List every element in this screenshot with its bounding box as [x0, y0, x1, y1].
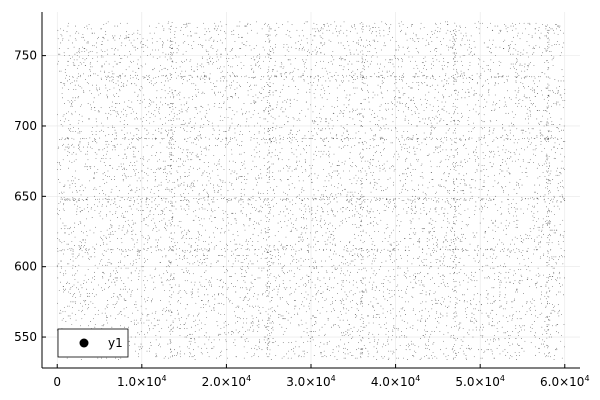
y-axis-ticks: 550 600 650 700 750 — [14, 49, 46, 344]
series-y1-points — [56, 21, 566, 360]
x-tick-label: 5.0×104 — [455, 374, 505, 389]
scatter-points — [56, 21, 566, 360]
y-tick-label: 550 — [14, 330, 37, 344]
y-tick-label: 600 — [14, 260, 37, 274]
x-tick-label: 6.0×104 — [540, 374, 590, 389]
x-tick-label: 2.0×104 — [202, 374, 252, 389]
x-tick-label: 4.0×104 — [371, 374, 421, 389]
y-tick-label: 650 — [14, 189, 37, 203]
y-tick-label: 700 — [14, 119, 37, 133]
grid-lines — [42, 12, 580, 368]
legend-label: y1 — [108, 336, 123, 350]
legend-marker — [79, 338, 89, 348]
legend-box — [57, 328, 129, 358]
x-tick-label: 0 — [53, 375, 61, 389]
x-tick-label: 3.0×104 — [286, 374, 336, 389]
legend: y1 — [57, 328, 129, 358]
y-tick-label: 750 — [14, 49, 37, 63]
x-axis-ticks: 0 1.0×104 2.0×104 3.0×104 4.0×104 5.0×104 6.0×… — [53, 364, 590, 389]
x-tick-label: 1.0×104 — [117, 374, 167, 389]
